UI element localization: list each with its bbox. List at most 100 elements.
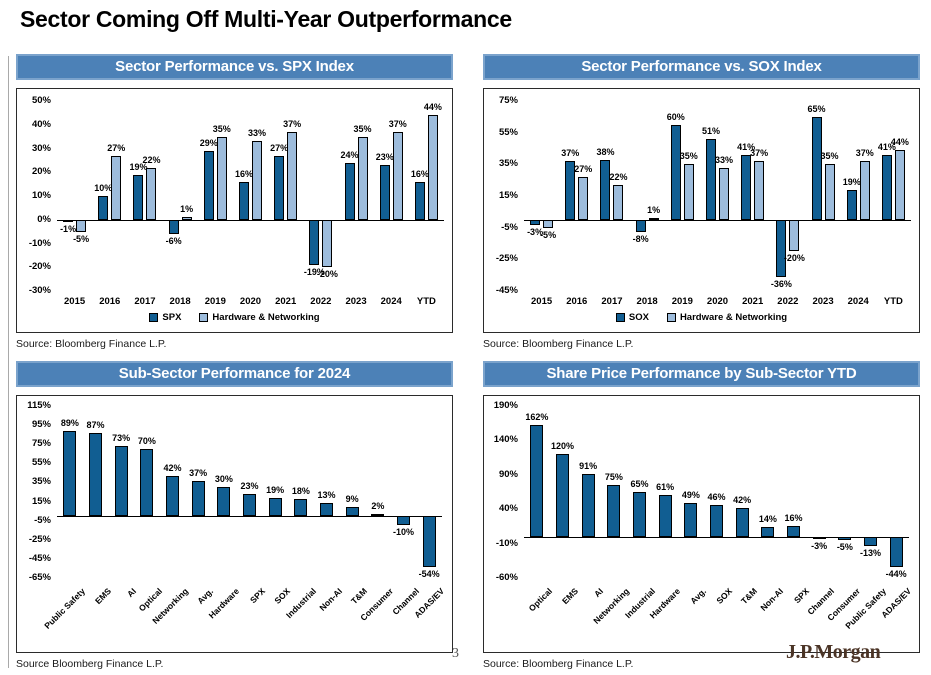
chart-box-spx: 50% 40% 30% 20% 10% 0% -10% -20% -30% -1% -5% 2015 1… — [16, 88, 453, 333]
x-category-label: 2020 — [239, 296, 262, 307]
bar-value-label: -5% — [73, 233, 90, 244]
legend-item-hardware-networking: Hardware & Networking — [199, 312, 320, 323]
chart-header-subsector-2024: Sub-Sector Performance for 2024 — [16, 361, 453, 387]
bar-sox — [846, 189, 857, 220]
zero-axis-line — [57, 219, 444, 221]
bar-value-label: -3% — [527, 226, 544, 237]
bar-value-label: 49% — [681, 490, 700, 500]
x-category-label: 2024 — [380, 296, 402, 307]
bar — [889, 536, 903, 567]
bar-value-label: 19% — [266, 484, 285, 495]
bar-spx — [414, 181, 425, 220]
bar-hardware-networking — [578, 177, 589, 220]
bar-hardware-networking — [357, 136, 368, 220]
bar — [812, 536, 826, 539]
y-tick-label: 10% — [31, 190, 51, 201]
bar-value-label: 14% — [758, 514, 777, 525]
legend-label: Hardware & Networking — [212, 312, 320, 323]
bar-spx — [239, 181, 249, 220]
bar-sox — [530, 219, 541, 225]
x-category-label: 2018 — [636, 296, 658, 307]
bar-sox — [811, 116, 822, 220]
zero-axis-line — [524, 536, 909, 538]
bar — [89, 432, 102, 516]
bar — [243, 493, 256, 516]
bar-value-label: -19% — [303, 266, 325, 277]
bar — [761, 527, 775, 537]
bar-value-label: -6% — [165, 236, 182, 246]
bar-hardware-networking — [613, 184, 624, 220]
bar-value-label: 9% — [345, 494, 359, 505]
chart-header-sox: Sector Performance vs. SOX Index — [483, 54, 920, 80]
chart-header-subsector-ytd: Share Price Performance by Sub-Sector YT… — [483, 361, 920, 387]
chart-subsector-ytd: 190% 140% 90% 40% -10% -60% 162% Optical 120% EMS… — [484, 396, 919, 652]
bar-value-label: 37% — [283, 118, 302, 129]
x-category-label: 2021 — [275, 296, 297, 307]
bar-value-label: 87% — [86, 419, 105, 430]
bar-value-label: 33% — [247, 128, 266, 139]
bar-sox — [706, 139, 716, 220]
legend-swatch-sox — [615, 313, 625, 322]
y-tick-label: 190% — [493, 400, 518, 411]
bar-hardware-networking — [648, 218, 659, 221]
x-category-label: 2022 — [777, 296, 799, 307]
bar-value-label: 75% — [604, 472, 623, 483]
bar-hardware-networking — [111, 155, 122, 220]
bar-spx — [344, 162, 355, 220]
bar-hardware-networking — [392, 131, 403, 220]
bar-value-label: -54% — [418, 569, 440, 580]
y-tick-label: 55% — [498, 126, 518, 138]
y-tick-label: 55% — [31, 457, 51, 469]
y-tick-label: 95% — [31, 419, 51, 431]
bar — [63, 430, 77, 516]
legend-label: SPX — [162, 312, 182, 323]
bar-sox — [670, 124, 681, 220]
bar-hardware-networking — [427, 115, 438, 220]
bar-hardware-networking — [754, 161, 765, 220]
y-tick-label: -60% — [495, 572, 518, 583]
x-category-label: 2016 — [566, 296, 588, 307]
y-tick-label: -10% — [28, 237, 51, 249]
bar-value-label: 51% — [701, 126, 720, 136]
bar-value-label: 22% — [142, 154, 161, 165]
chart-subsector-2024: 115% 95% 75% 55% 35% 15% -5% -25% -45% -65% 89% Pub… — [17, 396, 452, 652]
bar-sox — [776, 219, 787, 277]
bar-hardware-networking — [719, 167, 729, 220]
x-category-label: 2016 — [99, 296, 121, 307]
bar-value-label: 162% — [525, 412, 549, 423]
y-tick-label: 35% — [31, 476, 51, 488]
bar — [735, 507, 749, 537]
bar-value-label: 38% — [596, 146, 615, 157]
page-number: 3 — [452, 646, 459, 661]
legend-label: SOX — [628, 312, 649, 323]
y-tick-label: -5% — [34, 514, 51, 526]
bar-value-label: 37% — [561, 148, 580, 159]
bar-value-label: 37% — [189, 467, 208, 478]
y-tick-label: -25% — [495, 253, 518, 265]
chart-legend: SPX Hardware & Networking — [17, 312, 452, 323]
bar-value-label: -5% — [540, 229, 557, 240]
bar — [684, 503, 698, 537]
y-tick-label: -45% — [495, 285, 518, 296]
legend-swatch-hardware-networking — [199, 313, 209, 322]
y-tick-label: 15% — [498, 190, 518, 201]
bar-value-label: -13% — [859, 547, 881, 558]
bar-value-label: -20% — [316, 269, 338, 280]
source-note-subsector-ytd: Source: Bloomberg Finance L.P. — [483, 658, 634, 670]
bar-hardware-networking — [683, 164, 694, 220]
bar — [658, 494, 672, 537]
bar-spx — [98, 196, 109, 220]
bar-value-label: 91% — [579, 461, 598, 472]
bar — [345, 507, 359, 516]
bar-spx — [63, 219, 74, 223]
jpmorgan-logo: J.P.Morgan — [786, 641, 881, 663]
legend-item-sox: SOX — [615, 312, 649, 323]
bar-hardware-networking — [824, 164, 835, 220]
bar — [607, 485, 621, 537]
bar-value-label: 23% — [240, 480, 259, 491]
quadrant-subsector-ytd: Share Price Performance by Sub-Sector YT… — [483, 361, 920, 670]
x-category-label: 2023 — [812, 296, 834, 307]
bar — [710, 505, 723, 537]
bar-value-label: 30% — [214, 474, 233, 485]
